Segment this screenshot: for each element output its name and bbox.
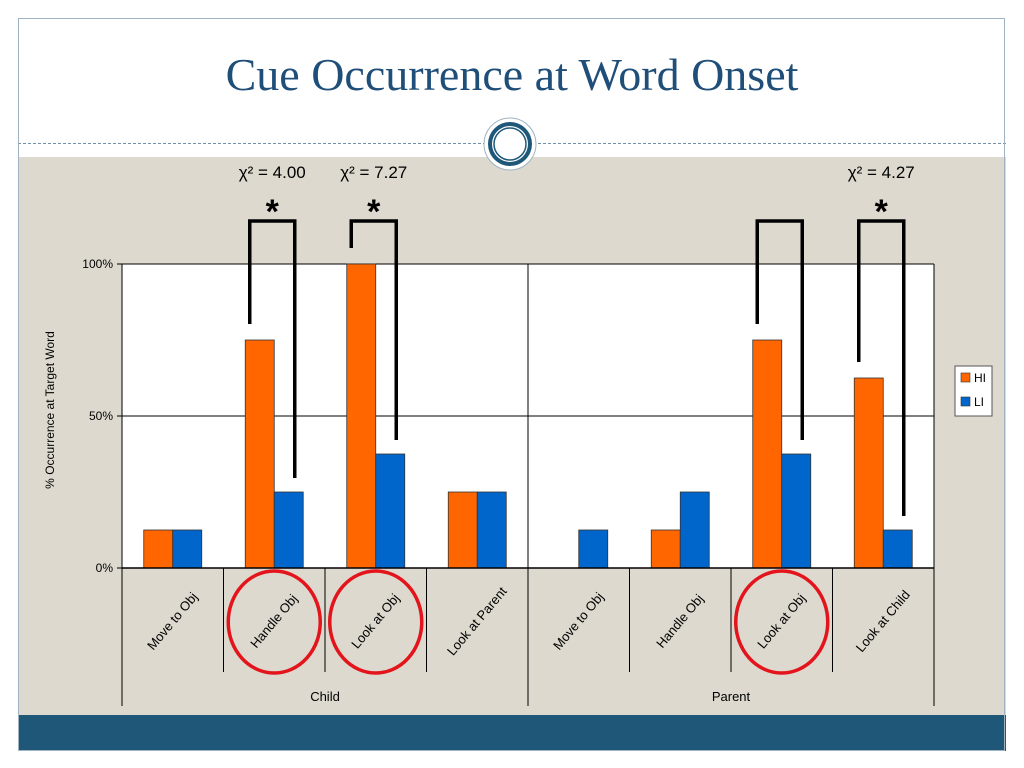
category-label: Handle Obj	[247, 591, 300, 651]
bar-li	[172, 529, 203, 569]
bar-hi	[244, 339, 275, 569]
category-label: Handle Obj	[653, 591, 706, 651]
highlight-circle	[226, 569, 322, 675]
legend-label-hi: HI	[974, 371, 986, 385]
significance-bracket	[248, 219, 297, 478]
bar-hi	[447, 491, 478, 569]
chi-square-stat: χ² = 7.27	[340, 163, 407, 182]
bar-li	[375, 453, 406, 569]
axes: 0% 50% 100%	[82, 257, 935, 706]
y-tick-label: 50%	[89, 409, 113, 423]
bar-hi	[853, 377, 884, 569]
chi-square-stat: χ² = 4.27	[848, 163, 915, 182]
chi-square-stat: χ² = 4.00	[239, 163, 306, 182]
bar-li	[578, 529, 609, 569]
footer-bar	[18, 715, 1006, 751]
title-medallion-icon	[483, 117, 537, 171]
significance-star: *	[266, 193, 280, 231]
y-tick-label: 0%	[96, 561, 114, 575]
legend-swatch-li	[960, 396, 971, 407]
bar-hi	[143, 529, 174, 569]
bar-li	[679, 491, 710, 569]
highlight-circle	[734, 569, 830, 675]
category-label: Look at Child	[853, 587, 913, 655]
bar-hi	[650, 529, 681, 569]
bar-li	[273, 491, 304, 569]
highlight-circles	[226, 569, 830, 675]
bar-li	[476, 491, 507, 569]
significance-star: *	[875, 193, 889, 231]
bar-li	[781, 453, 812, 569]
category-label: Move to Obj	[144, 589, 201, 652]
significance-bracket	[349, 219, 398, 440]
y-axis-label: % Occurrence at Target Word	[43, 331, 57, 489]
bar-hi	[346, 263, 377, 569]
legend: HI LI	[954, 365, 993, 417]
bars	[143, 263, 913, 569]
significance-bracket	[857, 219, 906, 516]
significance-brackets: * χ² = 4.00 * χ² = 7.27 * χ² = 4.27	[239, 163, 915, 516]
group-label: Child	[310, 689, 340, 704]
legend-swatch-hi	[960, 372, 971, 383]
significance-star: *	[367, 193, 381, 231]
category-label: Move to Obj	[550, 589, 607, 652]
category-label: Look at Obj	[754, 591, 808, 652]
highlight-circle	[328, 569, 424, 675]
bar-hi	[752, 339, 783, 569]
category-label: Look at Parent	[444, 584, 510, 659]
group-label: Parent	[712, 689, 751, 704]
significance-bracket	[755, 219, 804, 440]
bar-li	[882, 529, 913, 569]
slide-title: Cue Occurrence at Word Onset	[225, 49, 799, 100]
category-label: Look at Obj	[348, 591, 402, 652]
legend-label-li: LI	[974, 395, 984, 409]
y-tick-label: 100%	[82, 257, 113, 271]
